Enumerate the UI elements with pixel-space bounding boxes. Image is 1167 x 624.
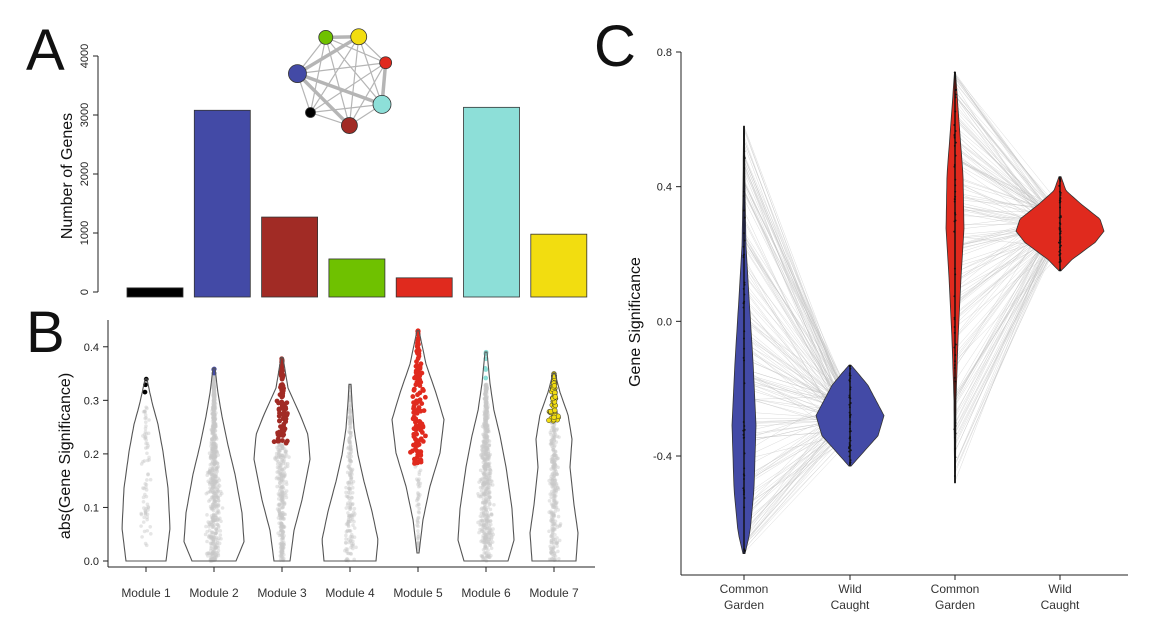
panel-a-y-tick-label: 2000 xyxy=(79,162,91,186)
network-edge xyxy=(325,37,350,126)
panel-c-y-title: Gene Significance xyxy=(627,257,644,387)
violin-module-2 xyxy=(183,366,245,563)
violin-points xyxy=(139,405,153,548)
violin-points xyxy=(547,420,563,563)
panel-c-x-label: Common xyxy=(931,582,980,596)
violin-module-7 xyxy=(529,371,579,563)
network-edge xyxy=(309,36,360,113)
network-edge xyxy=(296,72,351,127)
bar-module-1 xyxy=(126,287,184,298)
panel-a-y-tick-label: 3000 xyxy=(79,103,91,127)
bar-module-5 xyxy=(395,277,453,298)
bar-module-7 xyxy=(530,233,588,298)
panel-c-x-label: Wild xyxy=(838,582,861,596)
network-edge xyxy=(296,35,360,76)
violin-highlight-points xyxy=(546,371,561,424)
panel-c-y-tick-label: 0.8 xyxy=(657,47,672,59)
panel-b-x-label: Module 2 xyxy=(189,586,239,600)
violin-points xyxy=(273,442,291,563)
network-node xyxy=(318,29,334,45)
violin-points xyxy=(413,463,423,553)
panel-b-y-title: abs(Gene Significance) xyxy=(57,373,74,539)
panel-letter-c: C xyxy=(594,14,636,79)
violin-module-5 xyxy=(391,328,445,554)
panel-b-x-label: Module 3 xyxy=(257,586,307,600)
panel-a-y-tick-label: 1000 xyxy=(79,221,91,245)
violin-red-common-garden xyxy=(945,71,965,484)
violin-points xyxy=(476,382,496,563)
panel-c-violin-chart: -0.4 0.0 0.4 0.8 Gene Significance Common Ga… xyxy=(627,47,1128,612)
panel-a-y-tick-label: 0 xyxy=(79,289,91,295)
panel-c-y-tick-label: 0.0 xyxy=(657,316,672,328)
network-node xyxy=(288,64,307,83)
panel-b-y-tick-label: 0.4 xyxy=(84,342,99,354)
violin-outline xyxy=(121,378,171,562)
network-edge xyxy=(348,62,387,126)
violin-module-6 xyxy=(457,349,515,563)
network-edge xyxy=(358,36,383,105)
bar-module-3 xyxy=(261,216,319,298)
panel-c-x-label: Caught xyxy=(1041,598,1080,612)
violin-points xyxy=(203,371,225,563)
bar-module-6 xyxy=(463,106,520,298)
violin-module-1 xyxy=(121,376,171,562)
violin-highlight-points xyxy=(271,356,290,446)
panel-c-x-label: Garden xyxy=(724,598,764,612)
panel-letter-a: A xyxy=(26,18,65,83)
panel-letter-b: B xyxy=(26,300,65,365)
violin-blue-common-garden xyxy=(731,125,757,554)
network-node xyxy=(372,94,392,114)
network-node xyxy=(341,117,358,134)
network-node xyxy=(350,28,368,46)
panel-b-x-label: Module 7 xyxy=(529,586,579,600)
panel-b-x-label: Module 5 xyxy=(393,586,443,600)
violin-outline xyxy=(183,367,245,562)
panel-b-x-label: Module 1 xyxy=(121,586,171,600)
panel-b-y-tick-label: 0.3 xyxy=(84,395,99,407)
panel-c-x-label: Common xyxy=(720,582,769,596)
network-edge xyxy=(297,62,386,75)
violin-red-wild-caught xyxy=(1015,176,1105,272)
panel-b-y-tick-label: 0.1 xyxy=(84,502,99,514)
network-edge xyxy=(296,71,383,107)
panel-b-y-tick-label: 0.0 xyxy=(84,556,99,568)
panel-c-y-tick-label: -0.4 xyxy=(653,451,672,463)
violin-outline xyxy=(253,356,311,562)
panel-a-bar-chart: 0 1000 2000 3000 4000 Number of Genes xyxy=(59,28,588,298)
panel-b-x-label: Module 6 xyxy=(461,586,511,600)
network-edge xyxy=(310,62,386,114)
panel-c-x-label: Caught xyxy=(831,598,870,612)
network-edge xyxy=(348,36,360,126)
violin-blue-wild-caught xyxy=(815,364,885,467)
violin-outline xyxy=(529,373,579,562)
panel-b-violin-chart: 0.0 0.1 0.2 0.3 0.4 abs(Gene Significance) M… xyxy=(57,320,595,600)
network-edge xyxy=(309,37,327,113)
violin-highlight-points xyxy=(408,328,428,466)
panel-b-y-tick-label: 0.2 xyxy=(84,449,99,461)
panel-a-y-tick-label: 4000 xyxy=(79,44,91,68)
violin-points xyxy=(343,383,358,563)
violin-outline xyxy=(457,351,515,562)
panel-c-y-tick-label: 0.4 xyxy=(657,182,672,194)
bar-module-2 xyxy=(193,109,251,298)
panel-c-x-label: Wild xyxy=(1048,582,1071,596)
violin-module-4 xyxy=(321,383,379,563)
network-node xyxy=(305,107,316,118)
panel-b-x-label: Module 4 xyxy=(325,586,375,600)
panel-a-y-title: Number of Genes xyxy=(59,113,76,239)
network-edge xyxy=(310,103,383,114)
network-edge xyxy=(325,36,386,64)
panel-c-x-label: Garden xyxy=(935,598,975,612)
violin-outline xyxy=(321,383,379,562)
network-inset xyxy=(288,28,393,134)
bar-module-4 xyxy=(328,258,386,298)
network-node xyxy=(379,56,393,70)
violin-module-3 xyxy=(253,356,311,563)
violin-outline xyxy=(391,330,445,554)
network-edge xyxy=(325,36,383,105)
